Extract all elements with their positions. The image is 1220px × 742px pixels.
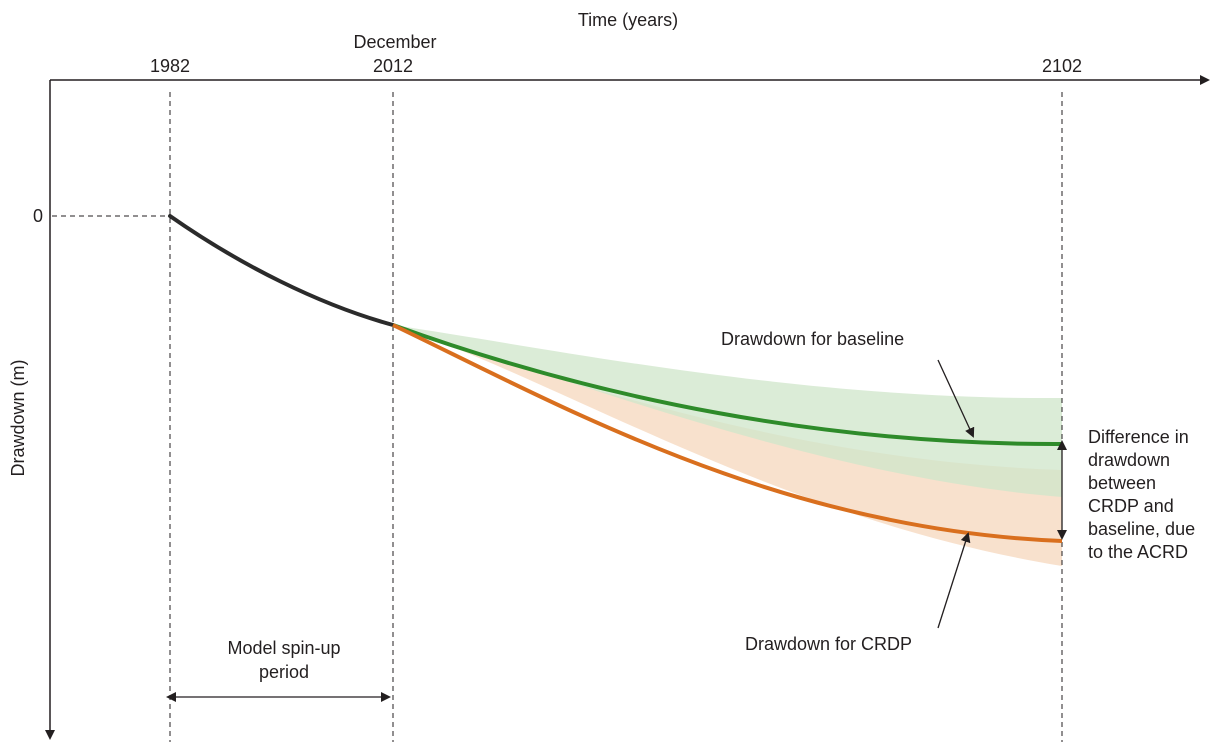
x-tick-2102: 2102 [1042,56,1082,76]
difference-label-line3: between [1088,473,1156,493]
baseline-pointer-arrow [937,359,975,438]
historical-drawdown-curve [168,214,395,327]
spinup-label-line1: Model spin-up [227,638,340,658]
difference-label-line2: drawdown [1088,450,1170,470]
x-tick-2012-line1: December [353,32,436,52]
difference-label-line4: CRDP and [1088,496,1174,516]
difference-label-line1: Difference in [1088,427,1189,447]
baseline-uncertainty-band [393,325,1062,497]
y-tick-zero: 0 [33,206,43,226]
y-axis-title: Drawdown (m) [8,359,28,476]
spinup-label-line2: period [259,662,309,682]
baseline-label: Drawdown for baseline [721,329,904,349]
crdp-drawdown-curve [392,323,1063,543]
x-tick-1982: 1982 [150,56,190,76]
x-tick-2012-line2: 2012 [373,56,413,76]
crdp-uncertainty-band [393,325,1062,566]
crdp-pointer-arrow [937,532,971,629]
difference-label-line5: baseline, due [1088,519,1195,539]
baseline-drawdown-curve [392,323,1063,447]
x-axis-title: Time (years) [578,10,678,30]
difference-label-line6: to the ACRD [1088,542,1188,562]
crdp-label: Drawdown for CRDP [745,634,912,654]
